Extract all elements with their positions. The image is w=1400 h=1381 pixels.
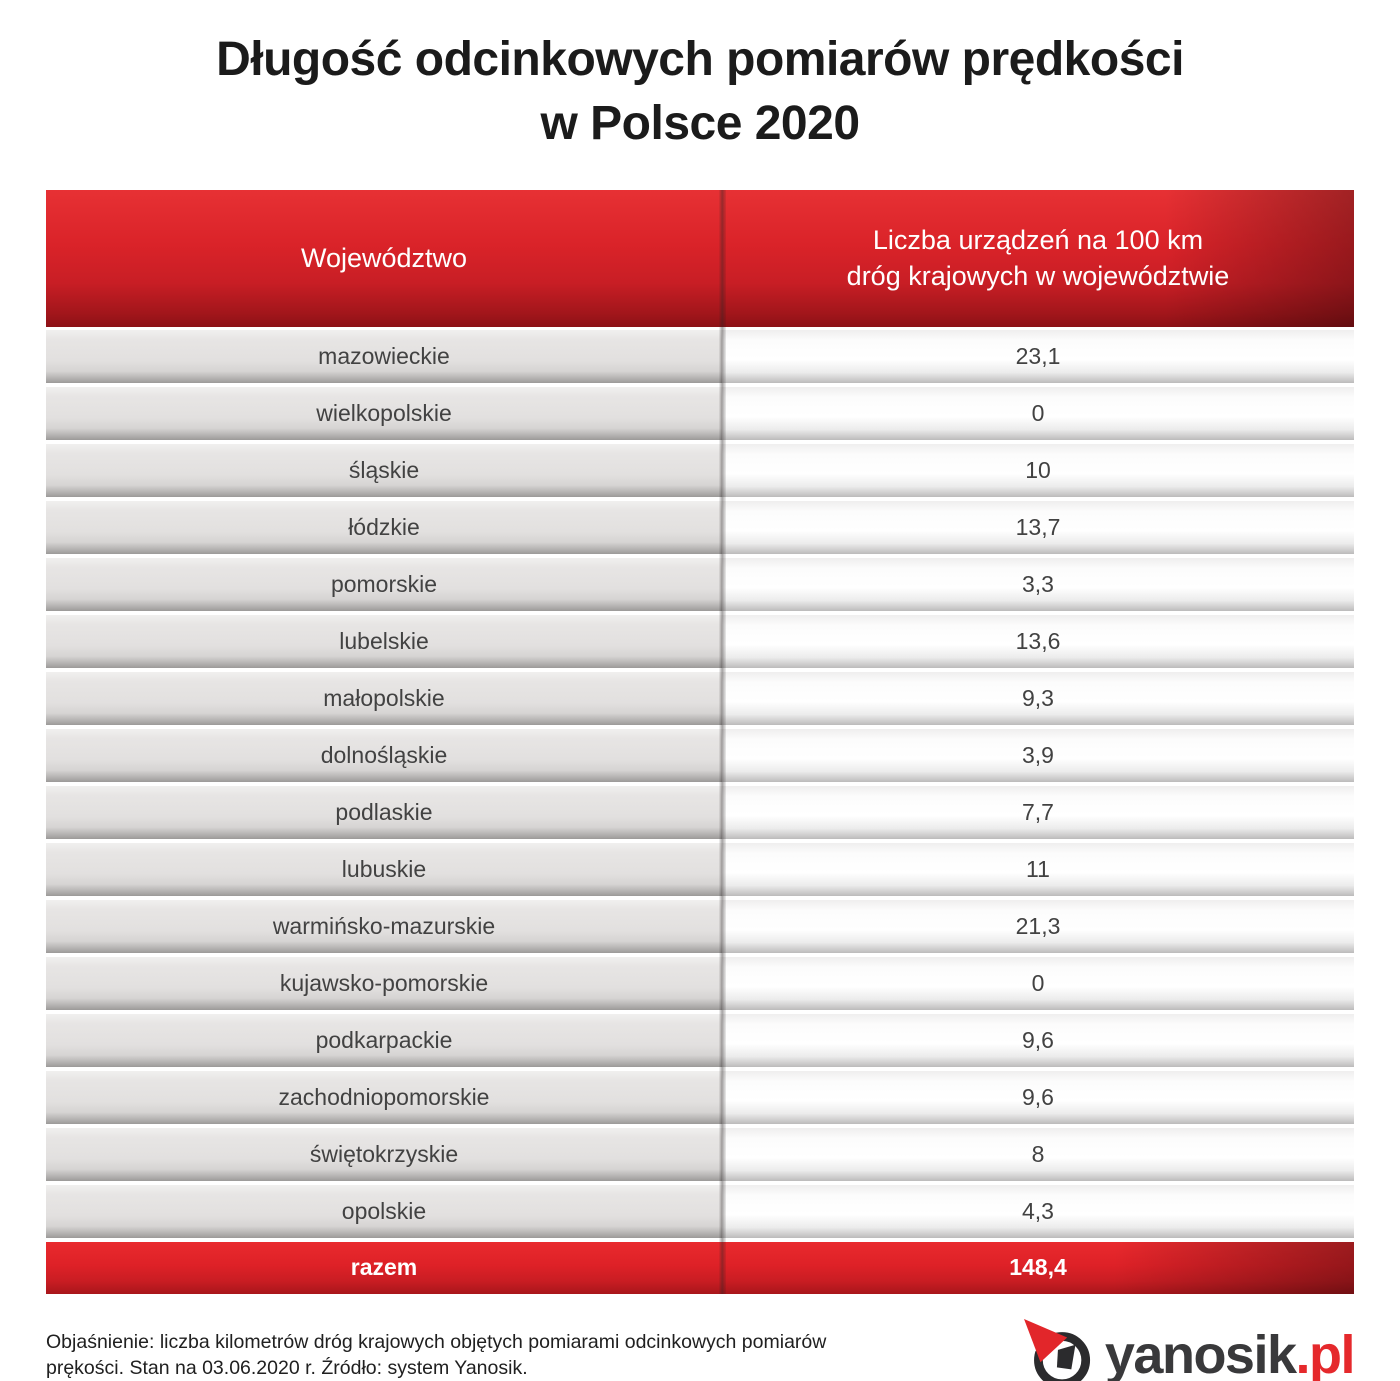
footnote-line2: prękości. Stan na 03.06.2020 r. Źródło: … xyxy=(46,1356,528,1379)
row-value: 10 xyxy=(722,443,1354,497)
table-row: podkarpackie 9,6 xyxy=(46,1013,1354,1067)
row-value: 0 xyxy=(722,956,1354,1010)
table-body: mazowieckie 23,1 wielkopolskie 0 śląskie… xyxy=(46,329,1354,1238)
row-value: 3,9 xyxy=(722,728,1354,782)
table-row: kujawsko-pomorskie 0 xyxy=(46,956,1354,1010)
footer: Objaśnienie: liczba kilometrów dróg kraj… xyxy=(46,1317,1356,1381)
data-table: Województwo Liczba urządzeń na 100 km dr… xyxy=(46,189,1354,1294)
row-label: wielkopolskie xyxy=(46,386,722,440)
header-col2-line2: dróg krajowych w województwie xyxy=(846,261,1230,292)
logo-text: yanosik.pl xyxy=(1104,1324,1356,1381)
row-label: dolnośląskie xyxy=(46,728,722,782)
row-value: 3,3 xyxy=(722,557,1354,611)
table-row: dolnośląskie 3,9 xyxy=(46,728,1354,782)
row-value: 9,6 xyxy=(722,1070,1354,1124)
row-value: 9,3 xyxy=(722,671,1354,725)
row-label: świętokrzyskie xyxy=(46,1127,722,1181)
row-label: podlaskie xyxy=(46,785,722,839)
yanosik-logo: yanosik.pl xyxy=(1022,1317,1356,1381)
row-value: 8 xyxy=(722,1127,1354,1181)
table-row: warmińsko-mazurskie 21,3 xyxy=(46,899,1354,953)
logo-brand: yanosik xyxy=(1104,1324,1297,1381)
footnote: Objaśnienie: liczba kilometrów dróg kraj… xyxy=(46,1329,826,1381)
row-value: 23,1 xyxy=(722,329,1354,383)
table-row: małopolskie 9,3 xyxy=(46,671,1354,725)
row-value: 13,6 xyxy=(722,614,1354,668)
row-value: 9,6 xyxy=(722,1013,1354,1067)
table-row: mazowieckie 23,1 xyxy=(46,329,1354,383)
row-label: warmińsko-mazurskie xyxy=(46,899,722,953)
yanosik-arrow-icon xyxy=(1022,1317,1090,1381)
logo-tld: .pl xyxy=(1295,1324,1356,1381)
header-cell-liczba-urzadzen: Liczba urządzeń na 100 km dróg krajowych… xyxy=(722,189,1354,327)
row-value: 7,7 xyxy=(722,785,1354,839)
total-value: 148,4 xyxy=(722,1241,1354,1294)
table-row: opolskie 4,3 xyxy=(46,1184,1354,1238)
row-label: zachodniopomorskie xyxy=(46,1070,722,1124)
table-total-row: razem 148,4 xyxy=(46,1241,1354,1294)
row-label: mazowieckie xyxy=(46,329,722,383)
row-label: kujawsko-pomorskie xyxy=(46,956,722,1010)
table-row: świętokrzyskie 8 xyxy=(46,1127,1354,1181)
header-col1-label: Województwo xyxy=(300,242,468,273)
row-value: 21,3 xyxy=(722,899,1354,953)
row-value: 0 xyxy=(722,386,1354,440)
page-title: Długość odcinkowych pomiarów prędkości w … xyxy=(40,28,1360,156)
table-header-row: Województwo Liczba urządzeń na 100 km dr… xyxy=(46,189,1354,327)
page-title-line2: w Polsce 2020 xyxy=(540,96,860,150)
row-value: 11 xyxy=(722,842,1354,896)
row-label: lubuskie xyxy=(46,842,722,896)
row-value: 13,7 xyxy=(722,500,1354,554)
table-row: lubelskie 13,6 xyxy=(46,614,1354,668)
table-row: śląskie 10 xyxy=(46,443,1354,497)
total-label: razem xyxy=(46,1241,722,1294)
table-row: podlaskie 7,7 xyxy=(46,785,1354,839)
header-col2-line1: Liczba urządzeń na 100 km xyxy=(872,224,1204,255)
table-row: pomorskie 3,3 xyxy=(46,557,1354,611)
row-value: 4,3 xyxy=(722,1184,1354,1238)
page-title-line1: Długość odcinkowych pomiarów prędkości xyxy=(216,33,1184,86)
row-label: pomorskie xyxy=(46,557,722,611)
footnote-line1: Objaśnienie: liczba kilometrów dróg kraj… xyxy=(46,1330,827,1353)
row-label: śląskie xyxy=(46,443,722,497)
row-label: opolskie xyxy=(46,1184,722,1238)
row-label: lubelskie xyxy=(46,614,722,668)
table-row: lubuskie 11 xyxy=(46,842,1354,896)
row-label: podkarpackie xyxy=(46,1013,722,1067)
header-cell-wojewodztwo: Województwo xyxy=(46,189,722,327)
table-row: łódzkie 13,7 xyxy=(46,500,1354,554)
table-row: zachodniopomorskie 9,6 xyxy=(46,1070,1354,1124)
row-label: łódzkie xyxy=(46,500,722,554)
table-row: wielkopolskie 0 xyxy=(46,386,1354,440)
row-label: małopolskie xyxy=(46,671,722,725)
